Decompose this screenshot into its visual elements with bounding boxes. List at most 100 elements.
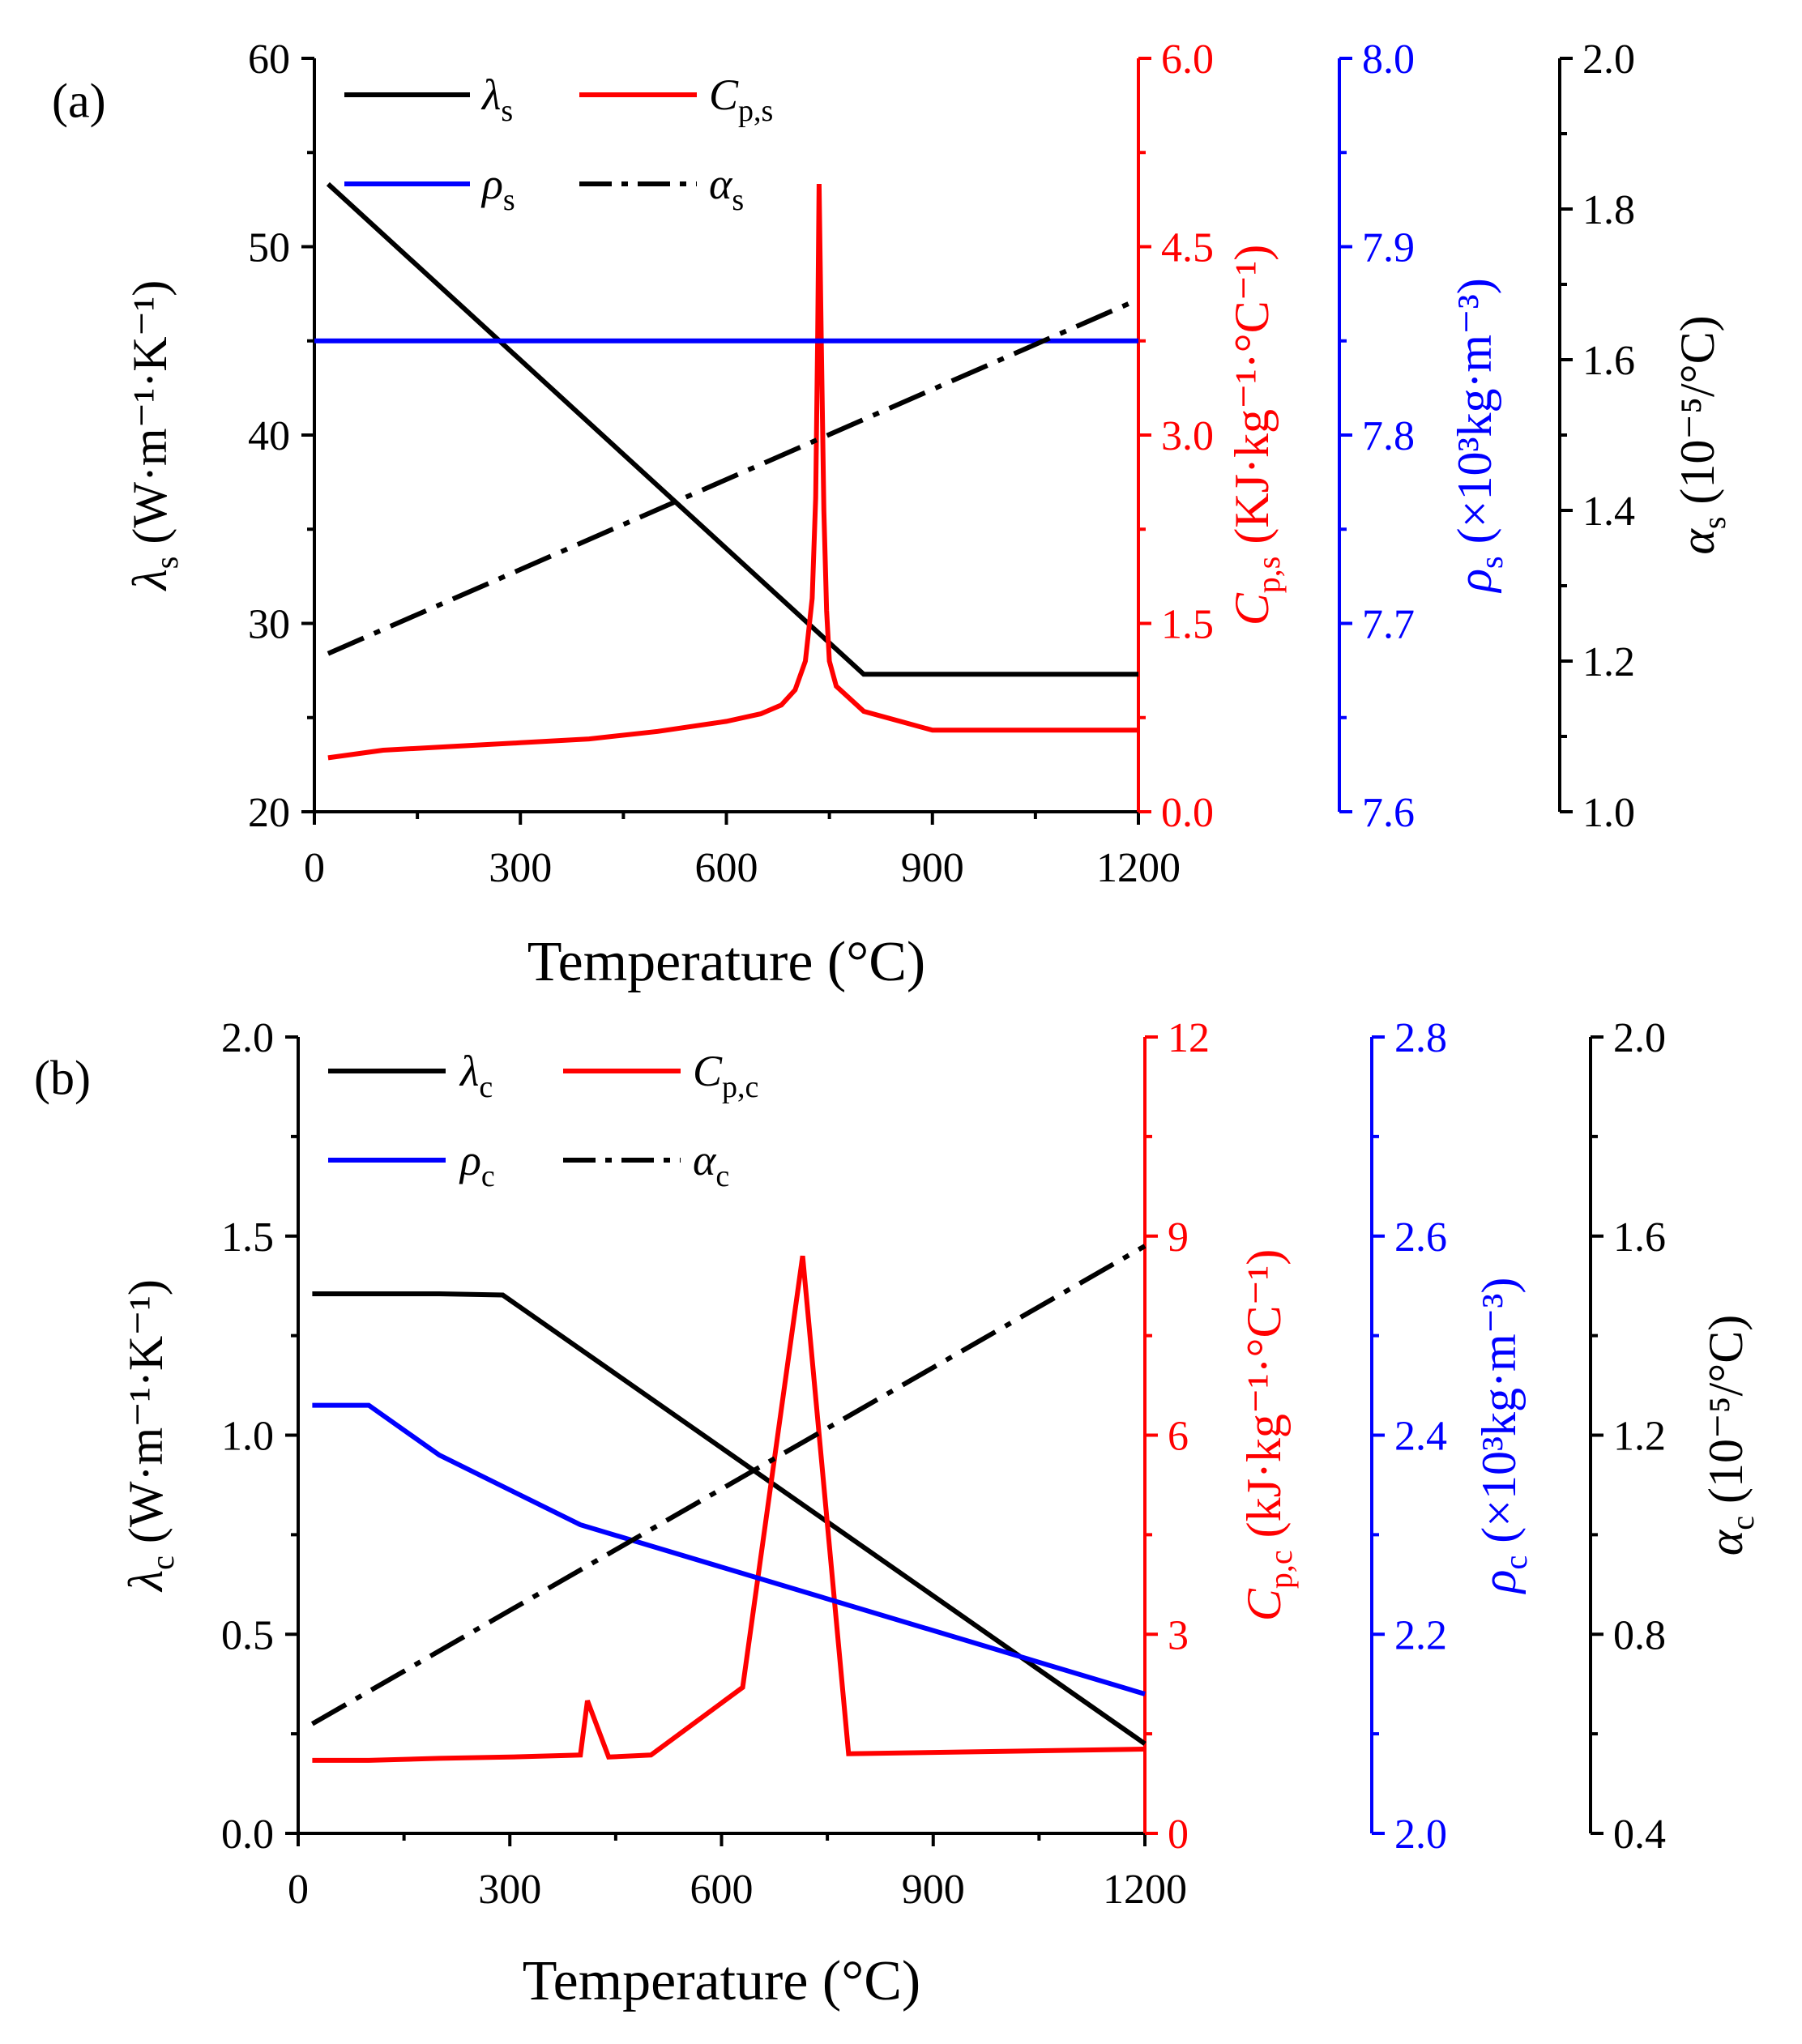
- panel-a: (a) 0 300 600 900 1200 Temperature (°C) 20 30 40 5…: [52, 36, 1732, 993]
- x-tick-label: 1200: [1103, 1867, 1187, 1913]
- alpha-tick-label: 1.8: [1582, 187, 1635, 233]
- x-tick-label: 600: [690, 1867, 754, 1913]
- series-line-rho: [312, 1402, 1146, 1696]
- alpha-tick-label: 1.0: [1582, 790, 1635, 836]
- rho-tick-label: 7.7: [1362, 602, 1415, 648]
- series-line-cp: [312, 1255, 1146, 1763]
- legend-label-alpha: αc: [693, 1136, 729, 1193]
- cp-tick-label: 12: [1168, 1015, 1210, 1061]
- cp-tick-label: 0: [1168, 1811, 1189, 1858]
- lambda-tick-label: 60: [248, 36, 290, 83]
- alpha-axis-label-units: (10⁻⁵/°C): [1699, 1315, 1753, 1516]
- lambda-tick-label: 30: [248, 602, 290, 648]
- cp-axis-label-units: (KJ·kg⁻¹·°C⁻¹): [1225, 245, 1279, 557]
- lambda-tick-label: 1.0: [221, 1414, 274, 1460]
- lambda-axis-label-subscript: s: [148, 557, 185, 570]
- alpha-tick-label: 1.4: [1582, 489, 1635, 535]
- series-line-cp: [327, 183, 1138, 761]
- alpha-tick-label: 2.0: [1582, 36, 1635, 83]
- cp-tick-label: 0.0: [1161, 790, 1214, 836]
- lambda-axis-label: λc (W·m⁻¹·K⁻¹): [119, 1279, 181, 1593]
- rho-tick-label: 2.6: [1394, 1214, 1447, 1261]
- x-tick-label: 0: [288, 1867, 309, 1913]
- legend-label-lambda: λc: [459, 1047, 493, 1104]
- x-axis-label: Temperature (°C): [523, 1950, 920, 2012]
- cp-tick-label: 6: [1168, 1414, 1189, 1460]
- cp-axis-label-subscript: p,s: [1250, 557, 1287, 594]
- legend-label-symbol: ρ: [480, 160, 503, 208]
- legend-label-subscript: c: [715, 1159, 729, 1193]
- cp-axis-label-symbol: C: [1225, 592, 1279, 625]
- x-tick-label: 900: [902, 1867, 965, 1913]
- legend-label-symbol: α: [693, 1136, 717, 1184]
- panel-b: (b) 0 300 600 900 1200 Temperature (°C) 0.0 0.5 1…: [34, 1015, 1761, 2012]
- rho-axis-label-units: (×10³kg·m⁻³): [1448, 278, 1501, 556]
- lambda-tick-label: 20: [248, 790, 290, 836]
- series-line-lambda: [326, 181, 1138, 677]
- rho-tick-label: 2.0: [1394, 1811, 1447, 1858]
- legend-label-subscript: s: [732, 183, 744, 217]
- panel-label: (b): [34, 1051, 91, 1104]
- series-line-alpha: [310, 1244, 1147, 1726]
- legend-label-alpha: αs: [709, 160, 744, 217]
- lambda-axis-label-subscript: c: [144, 1555, 181, 1570]
- lambda-tick-label: 0.5: [221, 1612, 274, 1658]
- lambda-axis-label-symbol: λ: [119, 1570, 173, 1593]
- cp-tick-label: 6.0: [1161, 36, 1214, 83]
- rho-axis-label: ρs (×10³kg·m⁻³): [1448, 278, 1509, 594]
- lambda-tick-label: 2.0: [221, 1015, 274, 1061]
- rho-tick-label: 8.0: [1362, 36, 1415, 83]
- cp-tick-label: 1.5: [1161, 602, 1214, 648]
- alpha-tick-label: 1.2: [1582, 639, 1635, 685]
- legend-label-subscript: p,s: [738, 94, 773, 128]
- alpha-axis-label: αc (10⁻⁵/°C): [1699, 1315, 1761, 1556]
- cp-tick-label: 9: [1168, 1214, 1189, 1261]
- rho-tick-label: 2.2: [1394, 1612, 1447, 1658]
- x-tick-label: 300: [478, 1867, 541, 1913]
- panel-label: (a): [52, 74, 106, 127]
- legend-label-symbol: ρ: [459, 1136, 481, 1184]
- alpha-tick-label: 1.2: [1613, 1414, 1666, 1460]
- rho-axis-label: ρc (×10³kg·m⁻³): [1472, 1278, 1534, 1595]
- cp-axis-label-symbol: C: [1237, 1588, 1291, 1621]
- rho-axis-label-symbol: ρ: [1448, 569, 1501, 594]
- alpha-axis-label-symbol: α: [1671, 528, 1724, 555]
- alpha-tick-label: 0.4: [1613, 1811, 1666, 1858]
- legend-label-subscript: p,c: [722, 1070, 758, 1104]
- cp-axis-label-units: (kJ·kg⁻¹·°C⁻¹): [1237, 1249, 1291, 1551]
- rho-axis-label-subscript: s: [1473, 556, 1509, 569]
- rho-tick-label: 7.9: [1362, 225, 1415, 271]
- legend-label-symbol: λ: [459, 1047, 479, 1095]
- lambda-tick-label: 1.5: [221, 1214, 274, 1261]
- rho-tick-label: 7.8: [1362, 413, 1415, 459]
- legend-label-symbol: λ: [480, 70, 501, 119]
- alpha-axis-label-symbol: α: [1699, 1529, 1753, 1555]
- cp-axis-label-subscript: p,c: [1262, 1550, 1299, 1589]
- alpha-tick-label: 1.6: [1582, 338, 1635, 384]
- legend-label-cp: Cp,s: [709, 70, 773, 128]
- legend-label-rho: ρs: [480, 160, 515, 217]
- legend-label-lambda: λs: [480, 70, 513, 128]
- alpha-axis-label-units: (10⁻⁵/°C): [1671, 315, 1724, 516]
- legend-label-symbol: C: [693, 1047, 723, 1095]
- rho-tick-label: 7.6: [1362, 790, 1415, 836]
- x-tick-label: 0: [304, 845, 325, 891]
- legend-label-subscript: c: [479, 1070, 493, 1104]
- legend-label-subscript: s: [501, 94, 513, 128]
- lambda-axis-label-symbol: λ: [123, 569, 177, 591]
- lambda-tick-label: 50: [248, 225, 290, 271]
- series-line-lambda: [312, 1291, 1147, 1746]
- x-tick-label: 600: [695, 845, 758, 891]
- alpha-axis-label-subscript: c: [1724, 1516, 1761, 1530]
- legend-label-cp: Cp,c: [693, 1047, 758, 1104]
- lambda-axis-label-units: (W·m⁻¹·K⁻¹): [123, 280, 177, 557]
- legend-label-symbol: α: [709, 160, 733, 208]
- x-axis-label: Temperature (°C): [527, 931, 925, 993]
- lambda-tick-label: 0.0: [221, 1811, 274, 1858]
- legend-label-rho: ρc: [459, 1136, 495, 1193]
- x-tick-label: 1200: [1096, 845, 1181, 891]
- x-tick-label: 900: [901, 845, 964, 891]
- legend-label-subscript: c: [481, 1159, 495, 1193]
- legend-label-symbol: C: [709, 70, 739, 119]
- cp-axis-label: Cp,s (KJ·kg⁻¹·°C⁻¹): [1225, 245, 1287, 626]
